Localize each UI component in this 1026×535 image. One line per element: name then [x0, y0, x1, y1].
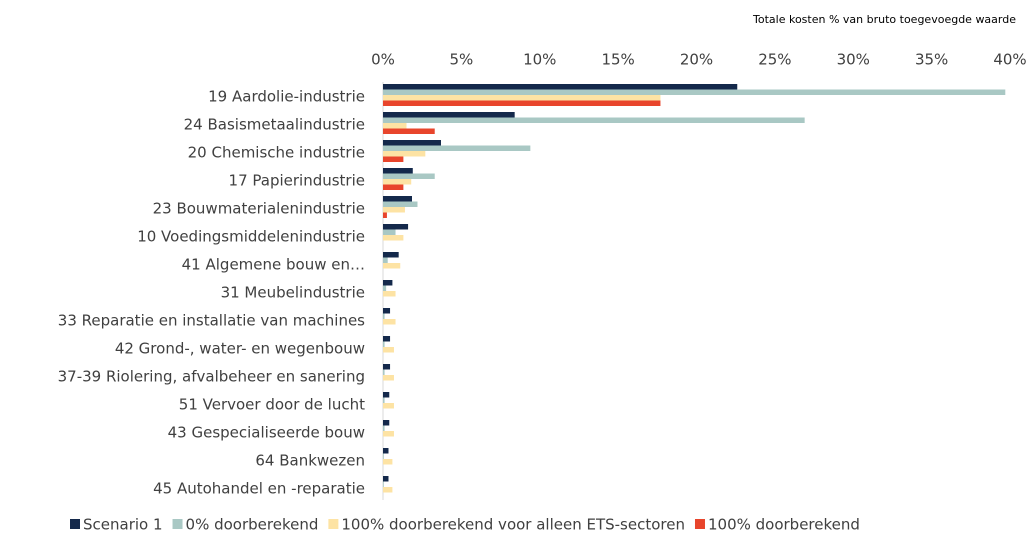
x-tick-label: 0%: [371, 51, 395, 69]
bar: [383, 481, 384, 487]
bar: [383, 397, 385, 403]
legend-swatch: [70, 519, 80, 529]
bar: [383, 224, 409, 230]
x-tick-label: 30%: [837, 51, 870, 69]
x-tick-label: 40%: [993, 51, 1026, 69]
legend-swatch: [328, 519, 339, 529]
y-tick-label: 37-39 Riolering, afvalbeheer en sanering: [58, 368, 365, 386]
bar: [383, 207, 405, 213]
bar: [383, 285, 387, 291]
legend-label: 0% doorberekend: [186, 516, 319, 534]
x-tick-label: 15%: [601, 51, 634, 69]
y-tick-label: 45 Autohandel en -reparatie: [153, 480, 365, 498]
bar: [383, 173, 435, 179]
bar: [383, 263, 401, 269]
bar: [383, 145, 531, 151]
bar: [383, 84, 738, 90]
y-tick-label: 19 Aardolie-industrie: [208, 88, 365, 106]
y-tick-label: 64 Bankwezen: [255, 452, 365, 470]
bar: [383, 280, 393, 286]
y-tick-label: 20 Chemische industrie: [188, 144, 365, 162]
bar: [383, 257, 388, 263]
bar: [383, 89, 1006, 95]
y-tick-label: 51 Vervoer door de lucht: [179, 396, 365, 414]
bar: [383, 235, 404, 241]
bar: [383, 313, 385, 319]
legend-label: 100% doorberekend voor alleen ETS-sector…: [341, 516, 685, 534]
bar: [383, 123, 407, 129]
bar: [383, 184, 404, 190]
bar: [383, 453, 384, 459]
bar: [383, 128, 435, 134]
x-tick-label: 5%: [449, 51, 473, 69]
bar: [383, 392, 390, 398]
legend-label: Scenario 1: [83, 516, 163, 534]
y-tick-label: 17 Papierindustrie: [229, 172, 365, 190]
y-tick-label: 23 Bouwmaterialenindustrie: [153, 200, 365, 218]
bar: [383, 196, 412, 202]
bar: [383, 425, 385, 431]
bar: [383, 476, 389, 482]
x-tick-label: 20%: [680, 51, 713, 69]
y-tick-label: 24 Basismetaalindustrie: [184, 116, 365, 134]
bar: [383, 341, 385, 347]
bar: [383, 252, 399, 258]
bar: [383, 168, 413, 174]
bar: [383, 151, 426, 157]
legend-swatch: [172, 519, 183, 529]
bar: [383, 179, 412, 185]
y-tick-label: 41 Algemene bouw en…: [182, 256, 365, 274]
y-tick-label: 43 Gespecialiseerde bouw: [168, 424, 365, 442]
bar: [383, 201, 418, 207]
bar: [383, 336, 391, 342]
x-tick-label: 10%: [523, 51, 556, 69]
bar: [383, 375, 394, 381]
y-tick-label: 42 Grond-, water- en wegenbouw: [115, 340, 365, 358]
bar: [383, 459, 393, 465]
legend-label: 100% doorberekend: [708, 516, 860, 534]
y-tick-label: 31 Meubelindustrie: [221, 284, 365, 302]
bar: [383, 112, 515, 118]
bar: [383, 364, 391, 370]
bar: [383, 420, 390, 426]
bar: [383, 117, 805, 123]
chart-title: Totale kosten % van bruto toegevoegde wa…: [752, 13, 1016, 26]
y-tick-label: 33 Reparatie en installatie van machines: [58, 312, 365, 330]
bar: [383, 431, 394, 437]
legend-swatch: [694, 519, 705, 529]
bar: [383, 291, 396, 297]
bar: [383, 487, 393, 493]
bar: [383, 369, 385, 375]
bar: [383, 156, 404, 162]
bar: [383, 212, 387, 218]
bar: [383, 347, 394, 353]
bar: [383, 308, 391, 314]
x-tick-label: 35%: [915, 51, 948, 69]
bar: [383, 140, 441, 146]
bar: [383, 100, 661, 106]
y-tick-label: 10 Voedingsmiddelenindustrie: [137, 228, 365, 246]
bar: [383, 403, 394, 409]
x-tick-label: 25%: [758, 51, 791, 69]
bar: [383, 448, 389, 454]
bar: [383, 95, 661, 101]
bar: [383, 319, 396, 325]
bar: [383, 229, 396, 235]
